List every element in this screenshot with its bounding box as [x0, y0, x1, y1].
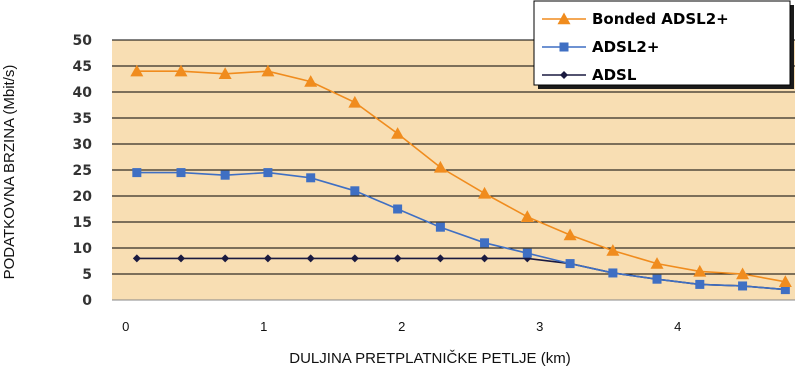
x-tick-label: 3	[536, 319, 543, 334]
data-point-bonded-adsl2	[650, 257, 664, 269]
x-tick-label: 1	[260, 319, 267, 334]
legend-marker-adsl2	[559, 42, 569, 52]
data-point-adsl	[306, 254, 315, 263]
data-point-adsl2	[738, 281, 748, 291]
data-point-adsl2	[393, 204, 403, 214]
y-tick-label: 0	[82, 293, 92, 309]
data-point-bonded-adsl2	[391, 127, 405, 139]
data-point-adsl2	[652, 274, 662, 284]
data-point-adsl2	[480, 238, 490, 248]
data-point-adsl2	[306, 173, 316, 183]
data-point-bonded-adsl2	[520, 210, 534, 222]
y-tick-label: 25	[73, 163, 92, 179]
legend-label: ADSL2+	[592, 38, 659, 56]
data-point-adsl2	[435, 222, 445, 232]
data-point-bonded-adsl2	[736, 267, 750, 280]
data-point-bonded-adsl2	[478, 186, 492, 199]
series-group	[130, 64, 792, 295]
data-point-adsl2	[220, 170, 230, 180]
legend-box	[533, 0, 791, 86]
series-bonded-adsl2	[130, 64, 792, 287]
data-point-adsl	[350, 254, 359, 263]
y-tick-label: 15	[73, 215, 92, 231]
data-point-bonded-adsl2	[433, 160, 447, 173]
data-point-adsl	[393, 254, 402, 263]
data-point-adsl2	[608, 268, 618, 278]
data-point-adsl	[480, 254, 489, 263]
x-tick-label: 4	[674, 319, 681, 334]
x-tick-label: 0	[122, 319, 129, 334]
legend-marker-adsl	[560, 71, 568, 79]
x-axis-title: DULJINA PRETPLATNIČKE PETLJE (km)	[289, 350, 570, 367]
data-point-bonded-adsl2	[563, 228, 577, 241]
y-tick-labels: 0 5 10 15 20 25 30 35 40 45 50	[73, 33, 93, 309]
data-point-adsl2	[565, 259, 575, 269]
legend-marker-bonded-adsl2	[557, 12, 571, 25]
y-tick-label: 20	[73, 189, 93, 205]
x-tick-labels: 0 1 2 3 4	[122, 319, 681, 334]
data-point-bonded-adsl2	[606, 244, 620, 256]
y-tick-label: 50	[73, 33, 93, 49]
x-tick-label: 2	[398, 319, 405, 334]
legend-label: ADSL	[592, 66, 637, 84]
data-point-adsl	[132, 254, 141, 263]
data-point-bonded-adsl2	[261, 64, 275, 77]
data-point-bonded-adsl2	[348, 95, 362, 108]
y-tick-label: 40	[73, 85, 93, 101]
y-tick-label: 5	[82, 267, 92, 283]
data-point-adsl	[436, 254, 445, 263]
legend-item-adsl2: ADSL2+	[542, 38, 659, 56]
data-point-adsl	[176, 254, 185, 263]
data-point-adsl2	[132, 168, 142, 178]
y-tick-label: 35	[73, 111, 92, 127]
data-point-bonded-adsl2	[693, 264, 707, 277]
series-adsl2	[132, 168, 790, 295]
series-line-adsl2	[136, 171, 786, 291]
data-point-bonded-adsl2	[174, 64, 188, 77]
y-tick-label: 10	[73, 241, 93, 257]
data-point-bonded-adsl2	[218, 67, 232, 79]
data-point-adsl2	[695, 279, 705, 289]
legend: Bonded ADSL2+ ADSL2+ ADSL	[533, 0, 794, 89]
data-point-adsl2	[350, 186, 360, 196]
data-point-adsl2	[263, 168, 273, 178]
legend-item-bonded-adsl2: Bonded ADSL2+	[542, 10, 729, 28]
y-tick-label: 45	[73, 59, 92, 75]
legend-label: Bonded ADSL2+	[592, 10, 729, 28]
data-point-bonded-adsl2	[778, 275, 792, 287]
data-point-adsl2	[780, 285, 790, 295]
data-point-adsl	[263, 254, 272, 263]
y-tick-label: 30	[73, 137, 93, 153]
legend-item-adsl: ADSL	[542, 66, 637, 84]
series-line-bonded-adsl2	[136, 70, 786, 283]
y-axis-title: PODATKOVNA BRZINA (Mbit/s)	[1, 65, 18, 280]
data-point-adsl2	[176, 168, 186, 178]
data-point-adsl	[221, 254, 230, 263]
data-point-bonded-adsl2	[130, 64, 144, 77]
data-point-adsl2	[522, 248, 532, 258]
data-point-bonded-adsl2	[304, 75, 318, 87]
